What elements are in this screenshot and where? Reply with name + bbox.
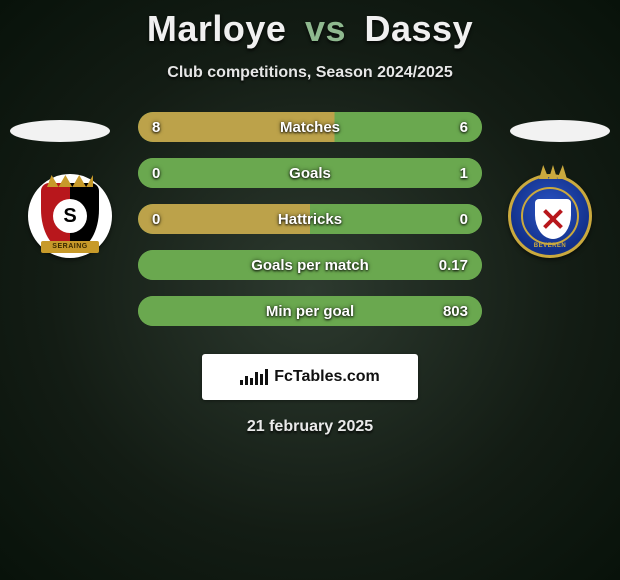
stat-right-value: 0 xyxy=(460,211,468,228)
stat-label: Goals xyxy=(138,165,482,182)
infographic-root: Marloye vs Dassy Club competitions, Seas… xyxy=(0,0,620,580)
title-player1: Marloye xyxy=(147,8,287,49)
stat-row: 8Matches6 xyxy=(138,112,482,142)
right-country-oval xyxy=(510,120,610,142)
stat-right-value: 0.17 xyxy=(439,257,468,274)
stat-label: Goals per match xyxy=(138,257,482,274)
left-club-logo: S SERAING xyxy=(20,166,120,266)
stat-label: Matches xyxy=(138,119,482,136)
right-club-logo: BEVEREN xyxy=(500,166,600,266)
stat-row: 0Goals1 xyxy=(138,158,482,188)
left-club-glyph: S xyxy=(63,205,76,228)
stat-right-value: 1 xyxy=(460,165,468,182)
branding-chart-icon xyxy=(240,369,268,385)
stat-bars: 8Matches60Goals10Hattricks0Goals per mat… xyxy=(138,112,482,326)
comparison-area: S SERAING BEVEREN 8Matches60Goals10Hattr… xyxy=(0,112,620,352)
branding-text: FcTables.com xyxy=(274,368,380,386)
stat-row: 0Hattricks0 xyxy=(138,204,482,234)
stat-right-value: 6 xyxy=(460,119,468,136)
subtitle: Club competitions, Season 2024/2025 xyxy=(0,64,620,82)
right-club-text: BEVEREN xyxy=(511,243,589,249)
title-vs: vs xyxy=(305,8,346,49)
stat-row: Goals per match0.17 xyxy=(138,250,482,280)
title-player2: Dassy xyxy=(365,8,474,49)
stat-label: Hattricks xyxy=(138,211,482,228)
left-club-ribbon: SERAING xyxy=(41,241,99,253)
left-country-oval xyxy=(10,120,110,142)
branding-badge: FcTables.com xyxy=(202,354,418,400)
stat-row: Min per goal803 xyxy=(138,296,482,326)
stat-label: Min per goal xyxy=(138,303,482,320)
stat-right-value: 803 xyxy=(443,303,468,320)
footer-date: 21 february 2025 xyxy=(0,418,620,436)
title: Marloye vs Dassy xyxy=(0,8,620,50)
